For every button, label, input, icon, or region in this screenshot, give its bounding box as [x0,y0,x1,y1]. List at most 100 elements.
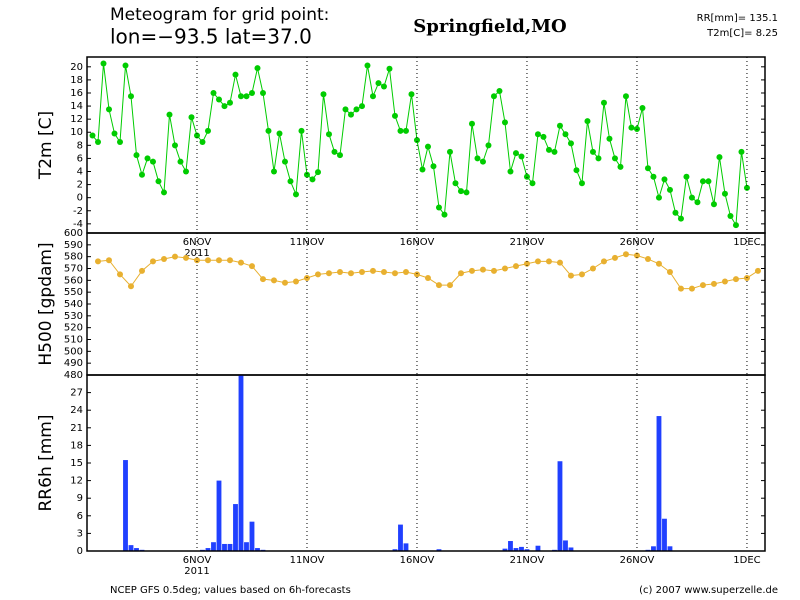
data-point [94,139,101,146]
data-point [534,131,541,138]
panel [89,60,750,229]
bar [392,549,398,551]
y-tick-label: -4 [73,219,83,230]
bar [662,518,667,551]
data-point [276,130,283,137]
data-point [105,106,112,113]
stat-rr: RR[mm]= 135.1 [697,13,778,24]
data-point [694,199,701,206]
y-tick-label: 16 [70,88,83,99]
data-point [292,191,299,198]
data-point [105,257,112,264]
data-point [589,265,596,272]
bar [216,480,222,551]
y-tick-label: 8 [77,140,83,151]
data-point [754,267,761,274]
data-point [617,163,624,170]
data-point [435,282,442,289]
x-tick-label: 1DEC [733,237,760,248]
data-point [545,146,552,153]
y-tick-label: 540 [64,299,83,310]
data-point [463,189,470,196]
y-tick-label: 18 [70,75,83,86]
data-point [325,270,332,277]
data-point [116,271,123,278]
data-point [677,215,684,222]
x-tick-label: 11NOV [290,555,325,566]
data-point [391,112,398,119]
data-point [732,276,739,283]
y-axis-label: RR6h [mm] [36,414,56,511]
data-point [155,178,162,185]
data-point [556,122,563,129]
data-point [122,62,129,69]
data-point [204,257,211,264]
data-point [655,194,662,201]
data-point [100,60,107,67]
data-point [562,131,569,138]
data-point [221,103,228,110]
y-tick-label: 15 [70,458,83,469]
bar [222,543,227,551]
y-axis-label: T2m [C] [36,111,56,180]
data-point [177,158,184,165]
bar [656,416,662,551]
y-tick-label: 9 [77,493,83,504]
x-tick-label: 21NOV [510,237,545,248]
x-tick-year: 2011 [184,566,209,577]
data-point [215,96,222,103]
data-point [193,257,200,264]
data-point [248,89,255,96]
y-tick-label: 27 [70,388,83,399]
data-point [655,260,662,267]
x-tick-label: 1DEC [733,555,760,566]
data-point [710,201,717,208]
data-point [633,252,640,259]
data-point [611,254,618,261]
x-tick-label: 6NOV [183,555,212,566]
data-point [182,168,189,175]
bar [502,548,508,551]
data-point [446,282,453,289]
data-point [573,167,580,174]
data-point [523,173,530,180]
bar [568,547,574,551]
y-tick-label: 6 [77,511,83,522]
data-point [732,222,739,229]
data-point [512,150,519,157]
data-point [490,93,497,100]
data-point [314,169,321,176]
bar [403,543,409,551]
y-tick-label: 3 [77,528,83,539]
data-point [116,139,123,146]
footer-right: (c) 2007 www.superzelle.de [639,585,778,596]
data-point [578,271,585,278]
data-point [435,204,442,211]
data-point [375,80,382,87]
data-point [551,148,558,155]
data-point [589,148,596,155]
x-tick-label: 16NOV [400,555,435,566]
data-point [688,194,695,201]
data-point [232,71,239,78]
y-tick-label: 20 [70,62,83,73]
bar [205,548,211,551]
x-tick-label: 26NOV [620,237,655,248]
data-point [507,168,514,175]
data-point [320,91,327,98]
data-point [677,285,684,292]
data-point [397,127,404,134]
data-point [611,155,618,162]
y-tick-label: 490 [64,358,83,369]
data-point [474,155,481,162]
bar [255,548,260,551]
data-point [89,132,96,139]
data-point [578,180,585,187]
bar [667,546,673,551]
bar [513,548,519,551]
bar [249,521,255,551]
data-point [94,258,101,265]
bar [238,375,244,551]
data-point [518,153,525,160]
data-point [688,285,695,292]
